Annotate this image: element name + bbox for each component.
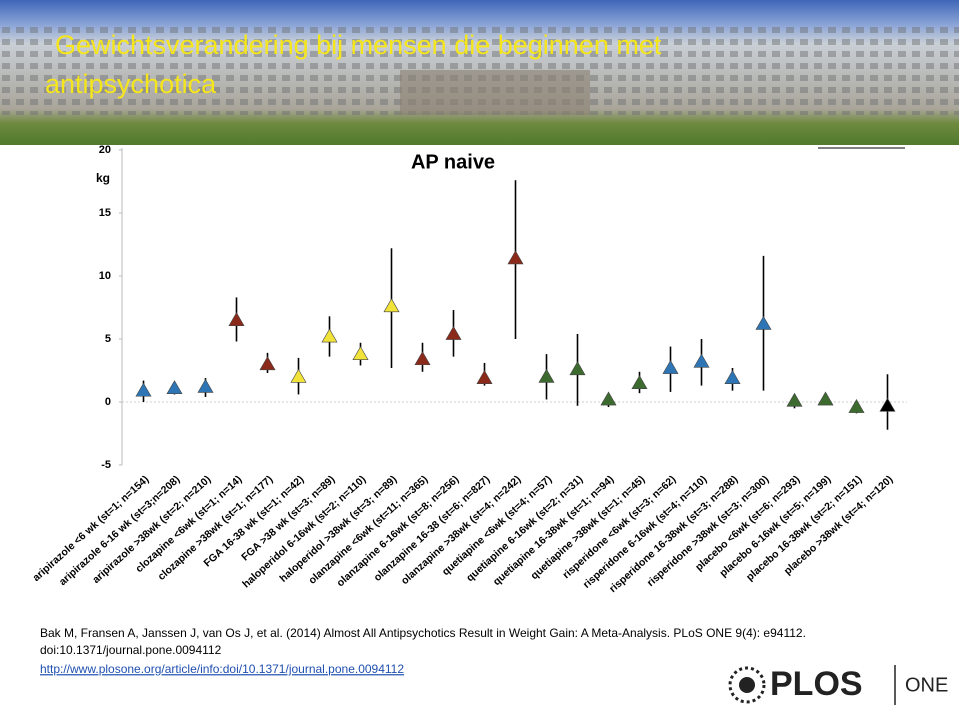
marker [569, 361, 586, 376]
citation: Bak M, Fransen A, Janssen J, van Os J, e… [40, 626, 806, 640]
y-tick-label: 5 [105, 333, 111, 345]
marker [228, 312, 245, 326]
logo: PLOS ONE [728, 665, 948, 705]
y-tick-label: 15 [99, 207, 111, 219]
marker [166, 380, 183, 395]
logo-journal: ONE [905, 674, 948, 696]
marker [352, 346, 369, 361]
marker [879, 397, 896, 412]
y-axis-label: kg [96, 171, 110, 185]
marker [445, 325, 462, 340]
marker [321, 328, 338, 343]
slide-title: antipsychotica [45, 69, 217, 99]
doi: doi:10.1371/journal.pone.0094112 [40, 643, 222, 657]
y-tick-label: -5 [101, 459, 111, 471]
y-tick-label: 0 [105, 396, 111, 408]
marker [538, 368, 555, 383]
marker [414, 351, 431, 366]
marker [135, 382, 152, 397]
marker [755, 315, 772, 330]
marker [631, 375, 648, 389]
marker [662, 359, 679, 374]
slide-title: Gewichtsverandering bij mensen die begin… [55, 30, 662, 60]
marker [197, 378, 214, 393]
chart-title: AP naive [411, 151, 495, 173]
marker [724, 370, 741, 384]
marker [600, 391, 617, 406]
marker [693, 353, 710, 368]
y-tick-label: 10 [99, 270, 111, 282]
y-tick-label: 20 [99, 144, 111, 156]
marker [817, 391, 834, 406]
marker [259, 356, 276, 371]
marker [383, 298, 400, 313]
header-photo [0, 0, 959, 145]
plot-area [122, 145, 907, 470]
logo-name: PLOS [770, 665, 863, 703]
marker [290, 368, 307, 383]
marker [507, 250, 524, 265]
x-tick-label: aripirazole >38wk (st=2; n=210) [90, 473, 213, 586]
marker [786, 392, 803, 407]
link[interactable]: http://www.plosone.org/article/info:doi/… [40, 662, 404, 676]
marker [476, 370, 493, 384]
marker [848, 399, 865, 413]
